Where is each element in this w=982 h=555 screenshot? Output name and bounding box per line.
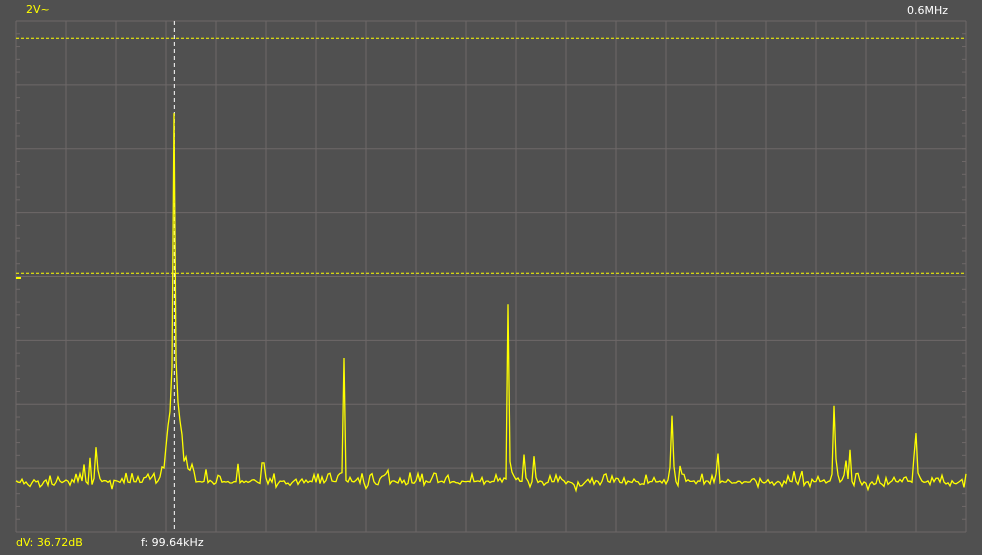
cursors[interactable] — [16, 21, 966, 532]
channel-scale-label: 2V~ — [26, 3, 50, 16]
frequency-span-label: 0.6MHz — [907, 4, 949, 17]
cursor-dv-readout: dV: 36.72dB — [16, 536, 83, 549]
grid — [15, 20, 967, 533]
cursor-frequency-readout: f: 99.64kHz — [141, 536, 204, 549]
channel-reference-marker[interactable] — [16, 277, 21, 279]
spectrum-trace — [15, 113, 967, 493]
